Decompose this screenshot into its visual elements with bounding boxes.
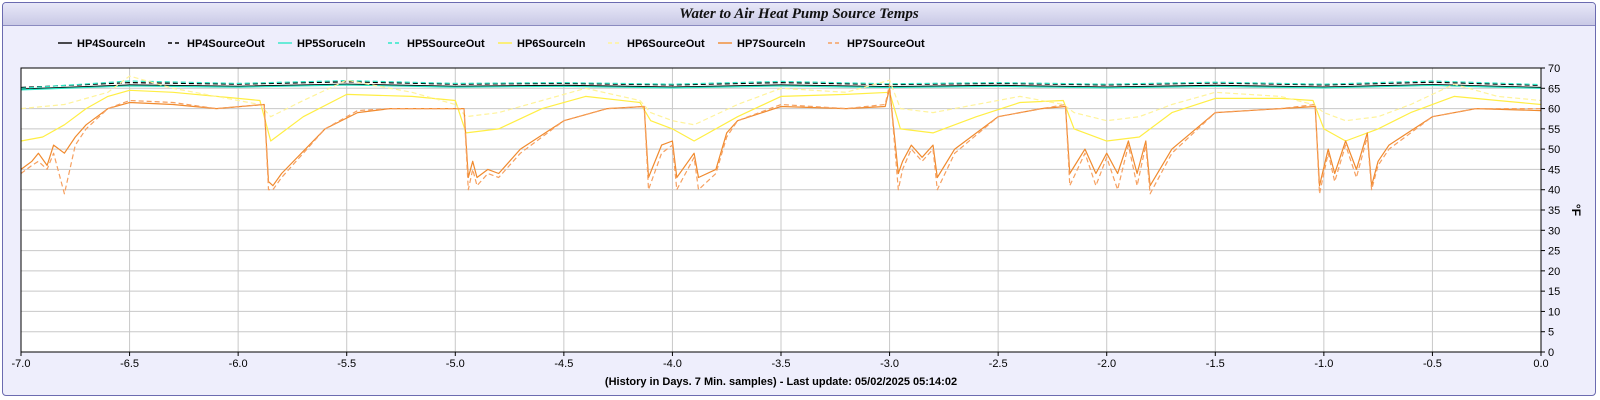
x-tick-label: -6.5 (120, 358, 139, 370)
series-line-HP7SourceOut (20, 83, 1541, 195)
legend-label-HP7SourceIn: HP7SourceIn (737, 38, 806, 50)
y-tick-label: 45 (1548, 164, 1560, 176)
x-axis: -7.0 -6.5 -6.0 -5.5 -5.0 -4.5 -4.0 -3.5 -3.0 -2.5… (12, 352, 1549, 370)
x-tick-label: -3.5 (772, 358, 791, 370)
series-line-HP6SourceIn (20, 89, 1542, 142)
y-tick-label: 20 (1548, 266, 1560, 278)
y-tick-label: 0 (1548, 347, 1554, 359)
x-tick-label: -2.0 (1097, 358, 1116, 370)
x-tick-label: -4.5 (554, 358, 573, 370)
x-tick-label: -6.0 (229, 358, 248, 370)
x-tick-label: -5.0 (446, 358, 465, 370)
x-tick-label: -3.0 (880, 358, 899, 370)
y-tick-label: 5 (1548, 327, 1554, 339)
x-tick-label: -0.5 (1423, 358, 1442, 370)
series-line-HP5SourceOut (20, 80, 1542, 89)
series-line-HP5SoruceIn (20, 84, 1542, 91)
y-tick-label: 60 (1548, 104, 1560, 116)
x-tick-label: -1.0 (1314, 358, 1333, 370)
y-tick-label: 10 (1548, 306, 1560, 318)
x-axis-label: (History in Days. 7 Min. samples) - Last… (605, 376, 957, 388)
series-group (20, 75, 1542, 195)
y-tick-label: 40 (1548, 185, 1560, 197)
legend: HP4SourceIn HP4SourceOut HP5SoruceIn HP5Sou… (58, 38, 925, 50)
x-tick-label: -4.0 (663, 358, 682, 370)
y-axis: 0 5 10 15 20 25 30 35 40 45 50 55 60 65 70 (1541, 63, 1560, 359)
title-bar: Water to Air Heat Pump Source Temps (3, 3, 1595, 26)
legend-label-HP5SoruceIn: HP5SoruceIn (297, 38, 366, 50)
series-line-HP4SourceOut (20, 81, 1542, 89)
legend-label-HP5SourceOut: HP5SourceOut (407, 38, 485, 50)
legend-label-HP4SourceOut: HP4SourceOut (187, 38, 265, 50)
x-tick-label: -5.5 (337, 358, 356, 370)
y-tick-label: 30 (1548, 225, 1560, 237)
legend-label-HP4SourceIn: HP4SourceIn (77, 38, 146, 50)
chart-title: Water to Air Heat Pump Source Temps (679, 6, 919, 22)
x-tick-label: -2.5 (989, 358, 1008, 370)
x-tick-label: 0.0 (1533, 358, 1548, 370)
series-line-HP4SourceIn (20, 83, 1542, 90)
y-axis-unit: °F (1569, 204, 1583, 216)
x-tick-label: -7.0 (12, 358, 31, 370)
legend-label-HP6SourceOut: HP6SourceOut (627, 38, 705, 50)
y-tick-label: 50 (1548, 144, 1560, 156)
legend-label-HP7SourceOut: HP7SourceOut (847, 38, 925, 50)
legend-label-HP6SourceIn: HP6SourceIn (517, 38, 586, 50)
y-tick-label: 70 (1548, 63, 1560, 75)
y-tick-label: 65 (1548, 83, 1560, 95)
y-tick-label: 25 (1548, 246, 1560, 258)
y-tick-label: 15 (1548, 286, 1560, 298)
x-tick-label: -1.5 (1206, 358, 1225, 370)
y-tick-label: 35 (1548, 205, 1560, 217)
y-tick-label: 55 (1548, 124, 1560, 136)
